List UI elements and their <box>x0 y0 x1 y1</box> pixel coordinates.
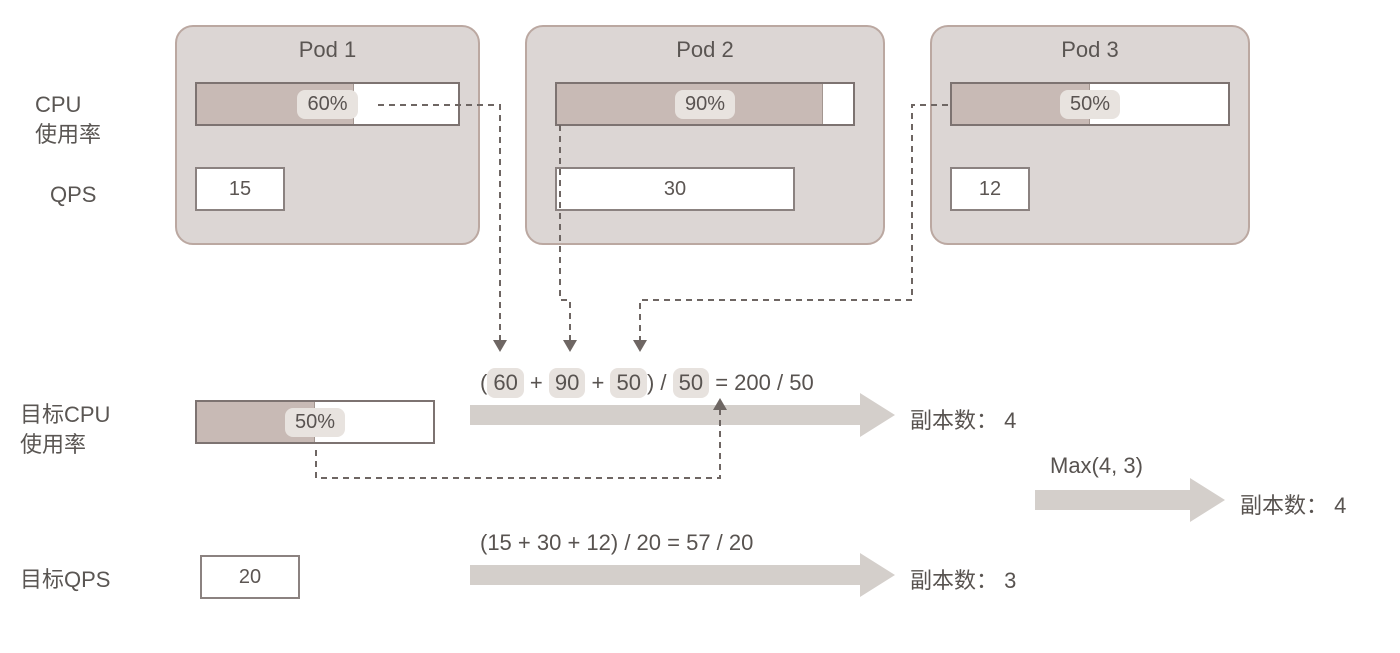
pod-1: Pod 1 60% 15 <box>175 25 480 245</box>
qps-box: 12 <box>950 167 1030 211</box>
qps-replicas: 副本数： 3 <box>910 563 1016 595</box>
target-qps-value: 20 <box>239 566 261 589</box>
pod-3: Pod 3 50% 12 <box>930 25 1250 245</box>
cpu-value: 60% <box>297 90 357 119</box>
cpu-bar: 50% <box>950 82 1230 126</box>
cpu-usage-label: CPU 使用率 <box>35 90 101 149</box>
target-cpu-value: 50% <box>285 408 345 437</box>
cpu-formula: (60 + 90 + 50) / 50 = 200 / 50 <box>480 368 814 398</box>
target-qps-box: 20 <box>200 555 300 599</box>
qps-box: 15 <box>195 167 285 211</box>
cpu-bar: 90% <box>555 82 855 126</box>
target-qps-label: 目标QPS <box>20 565 110 595</box>
qps-box: 30 <box>555 167 795 211</box>
target-cpu-label: 目标CPU 使用率 <box>20 400 110 459</box>
cpu-value: 50% <box>1060 90 1120 119</box>
cpu-replicas: 副本数： 4 <box>910 403 1016 435</box>
qps-label: QPS <box>50 180 96 210</box>
pod-title: Pod 3 <box>932 37 1248 63</box>
pod-title: Pod 2 <box>527 37 883 63</box>
pod-title: Pod 1 <box>177 37 478 63</box>
qps-formula: (15 + 30 + 12) / 20 = 57 / 20 <box>480 530 753 556</box>
target-cpu-bar: 50% <box>195 400 435 444</box>
cpu-bar: 60% <box>195 82 460 126</box>
max-label: Max(4, 3) <box>1050 453 1143 479</box>
final-replicas: 副本数： 4 <box>1240 488 1346 520</box>
cpu-value: 90% <box>675 90 735 119</box>
pod-2: Pod 2 90% 30 <box>525 25 885 245</box>
